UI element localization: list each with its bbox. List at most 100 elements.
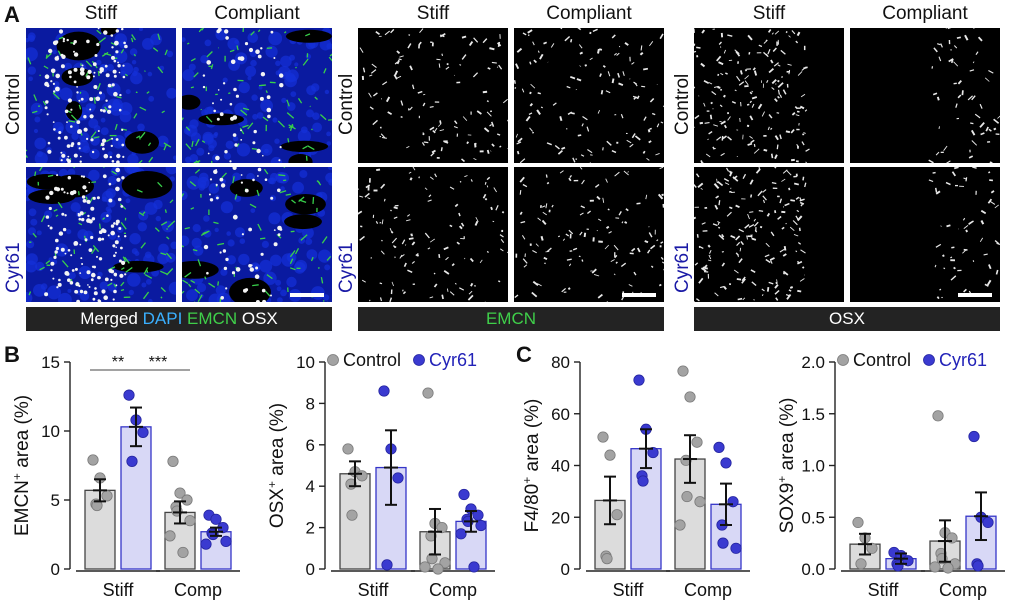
data-point: [167, 455, 179, 467]
x-category-label: Comp: [174, 580, 222, 600]
merged-channel-legend: Merged DAPI EMCN OSX: [26, 307, 332, 331]
data-point: [694, 496, 706, 508]
y-tick-label: 8: [306, 394, 315, 413]
group2-col-stiff: Stiff: [416, 3, 450, 24]
chart-sox9-area: 0.0 0.5 1.0 1.5 2.0 SOX9+ area (%) Stiff Comp Co…: [775, 350, 1005, 600]
micrograph-emcn-cyr61-compliant: [514, 167, 664, 302]
group1-col-compliant: Compliant: [214, 3, 300, 24]
group1-col-stiff: Stiff: [84, 3, 118, 24]
data-point: [633, 374, 645, 386]
x-category-label: Stiff: [613, 580, 645, 600]
significance-label: ***: [149, 354, 168, 371]
y-tick-label: 20: [551, 508, 570, 527]
data-point: [87, 454, 99, 466]
x-category-label: Comp: [429, 580, 477, 600]
panel-c-letter: C: [516, 342, 532, 367]
legend-emcn: EMCN: [187, 309, 238, 328]
data-point: [677, 365, 689, 377]
legend-control-label: Control: [853, 350, 911, 370]
data-point: [674, 519, 686, 531]
data-point: [378, 385, 390, 397]
data-point: [713, 441, 725, 453]
group3-col-compliant: Compliant: [882, 3, 968, 24]
y-tick-label: 40: [551, 457, 570, 476]
data-point: [691, 436, 703, 448]
group3-row-cyr61: Cyr61: [672, 242, 693, 293]
data-point: [200, 538, 212, 550]
y-tick-label: 2: [306, 519, 315, 538]
legend-dapi: DAPI: [142, 309, 183, 328]
micrograph-merged-control-stiff: [26, 28, 176, 163]
y-tick-label: 2.0: [801, 353, 825, 372]
y-axis-label: OSX+ area (%): [265, 403, 288, 528]
data-point: [611, 509, 623, 521]
group2-col-compliant: Compliant: [546, 3, 632, 24]
legend-osx: OSX: [241, 309, 278, 328]
legend-control-marker: [837, 354, 849, 366]
y-tick-label: 1.5: [801, 405, 825, 424]
micrograph-emcn-cyr61-stiff: [358, 167, 508, 302]
data-point: [972, 560, 984, 572]
legend-control-marker: [327, 354, 339, 366]
micrograph-osx-cyr61-compliant: [850, 167, 1000, 302]
y-tick-label: 5: [51, 491, 60, 510]
x-category-label: Stiff: [868, 580, 900, 600]
data-point: [455, 528, 467, 540]
data-point: [356, 470, 368, 482]
data-point: [426, 553, 438, 565]
x-category-label: Stiff: [358, 580, 390, 600]
bar: [339, 473, 371, 570]
data-point: [684, 391, 696, 403]
chart-f480-area: 0 20 40 60 80 F4/80+ area (%) Stiff Comp: [520, 353, 750, 600]
data-point: [982, 516, 994, 529]
data-point: [866, 542, 878, 554]
legend-cyr61-marker: [413, 354, 425, 366]
data-point: [681, 490, 693, 503]
data-point: [425, 530, 437, 542]
legend-cyr61-marker: [923, 354, 935, 366]
bar: [674, 458, 706, 570]
y-axis-label: EMCN+ area (%): [10, 395, 33, 536]
data-point: [177, 546, 189, 559]
group2-row-control: Control: [336, 73, 357, 135]
data-point: [123, 389, 135, 401]
data-point: [342, 443, 354, 455]
data-point: [597, 431, 609, 443]
data-point: [647, 446, 659, 459]
micrograph-osx-control-stiff: [694, 28, 844, 163]
data-point: [472, 509, 484, 521]
data-point: [422, 387, 434, 399]
data-point: [419, 561, 431, 573]
osx-channel-legend: OSX: [694, 307, 1000, 331]
data-point: [91, 499, 103, 512]
y-tick-label: 10: [296, 353, 315, 372]
data-point: [604, 449, 616, 461]
group3-row-control: Control: [672, 73, 693, 135]
data-point: [220, 535, 232, 547]
y-tick-label: 10: [41, 422, 60, 441]
x-category-label: Comp: [684, 580, 732, 600]
y-tick-label: 0: [306, 560, 315, 579]
micrograph-merged-cyr61-compliant: [182, 167, 332, 302]
legend-control-label: Control: [343, 350, 401, 370]
data-point: [727, 496, 739, 508]
data-point: [601, 553, 613, 565]
data-point: [680, 454, 692, 466]
y-tick-label: 0: [561, 560, 570, 579]
micrograph-osx-control-compliant: [850, 28, 1000, 163]
group1-row-cyr61: Cyr61: [3, 242, 24, 293]
chart-osx-area: 0 2 4 6 8 10 OSX+ area (%) Stiff Comp Control Cyr6…: [265, 350, 495, 600]
data-point: [381, 559, 393, 571]
group2-row-cyr61: Cyr61: [336, 242, 357, 293]
micrograph-emcn-control-compliant: [514, 28, 664, 163]
data-point: [730, 542, 742, 554]
x-category-label: Comp: [939, 580, 987, 600]
y-tick-label: 0.5: [801, 508, 825, 527]
data-point: [942, 562, 954, 574]
x-category-label: Stiff: [103, 580, 135, 600]
significance-label: **: [112, 354, 124, 371]
data-point: [137, 426, 149, 438]
y-axis-label: F4/80+ area (%): [520, 399, 543, 533]
emcn-channel-legend: EMCN: [358, 307, 664, 331]
data-point: [475, 519, 487, 532]
